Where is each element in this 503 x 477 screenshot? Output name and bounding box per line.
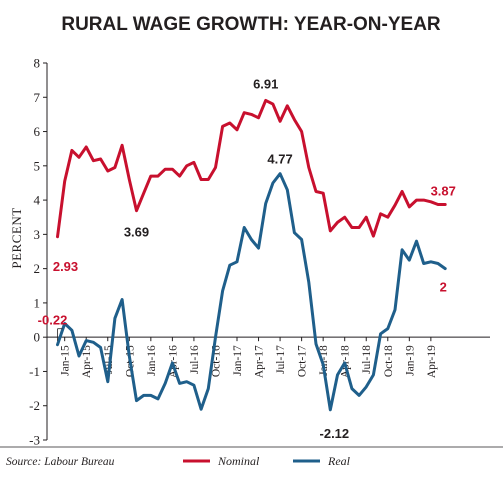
- y-tick-label: -2: [29, 398, 40, 413]
- x-tick-label: Jan-19: [404, 345, 416, 376]
- y-tick-label: 4: [34, 193, 41, 208]
- data-label: 2: [440, 280, 447, 295]
- axes: [43, 62, 490, 441]
- annotations: 2.93 3.69 6.91 3.87 -0.22 4.77 -2.12 2: [38, 76, 456, 440]
- y-tick-label: 7: [34, 90, 41, 105]
- series-lines: [56, 98, 447, 412]
- series-line-real: [56, 172, 447, 412]
- x-tick-label: Jan-18: [318, 345, 330, 376]
- data-label: 3.69: [124, 225, 149, 240]
- legend: Nominal Real: [183, 454, 351, 468]
- y-axis-label: PERCENT: [9, 207, 24, 268]
- x-tick-label: Apr-15: [81, 345, 93, 378]
- chart-title: RURAL WAGE GROWTH: YEAR-ON-YEAR: [61, 14, 441, 35]
- legend-label-nominal: Nominal: [217, 454, 260, 468]
- y-tick-label: 1: [34, 295, 41, 310]
- y-tick-label: 0: [34, 330, 41, 345]
- x-tick-label: Apr-17: [254, 345, 266, 378]
- x-tick-label: Jul-17: [275, 345, 287, 374]
- y-tick-label: 3: [34, 227, 41, 242]
- data-label: 2.93: [53, 259, 78, 274]
- data-label: 3.87: [431, 184, 456, 199]
- x-tick-label: Jan-15: [60, 345, 72, 376]
- x-tick-label: Jul-18: [361, 345, 373, 374]
- x-tick-label: Oct-17: [297, 345, 309, 377]
- series-line-nominal: [56, 98, 447, 239]
- y-tick-labels: 8 7 6 5 4 3 2 1 0 -1 -2 -3: [29, 56, 40, 448]
- data-label: -0.22: [38, 313, 68, 328]
- x-tick-labels: Jan-15 Apr-15 Jul-15 Oct-15 Jan-16 Apr-16 Jul-…: [60, 345, 438, 378]
- data-label: 4.77: [267, 152, 292, 167]
- y-tick-label: -3: [29, 433, 40, 448]
- y-tick-label: 8: [34, 56, 41, 71]
- source-note: Source: Labour Bureau: [6, 456, 115, 468]
- x-tick-label: Jan-16: [146, 345, 158, 376]
- data-label: 6.91: [253, 76, 278, 91]
- x-tick-label: Oct-18: [383, 345, 395, 377]
- y-tick-label: 2: [34, 261, 41, 276]
- data-label: -2.12: [320, 426, 350, 441]
- y-tick-label: 5: [34, 158, 41, 173]
- x-tick-label: Jul-16: [189, 345, 201, 374]
- x-tick-label: Jan-17: [232, 345, 244, 376]
- legend-label-real: Real: [327, 454, 351, 468]
- y-tick-label: 6: [34, 124, 41, 139]
- y-tick-label: -1: [29, 364, 40, 379]
- x-tick-label: Apr-18: [340, 345, 352, 378]
- x-tick-label: Apr-19: [426, 345, 438, 378]
